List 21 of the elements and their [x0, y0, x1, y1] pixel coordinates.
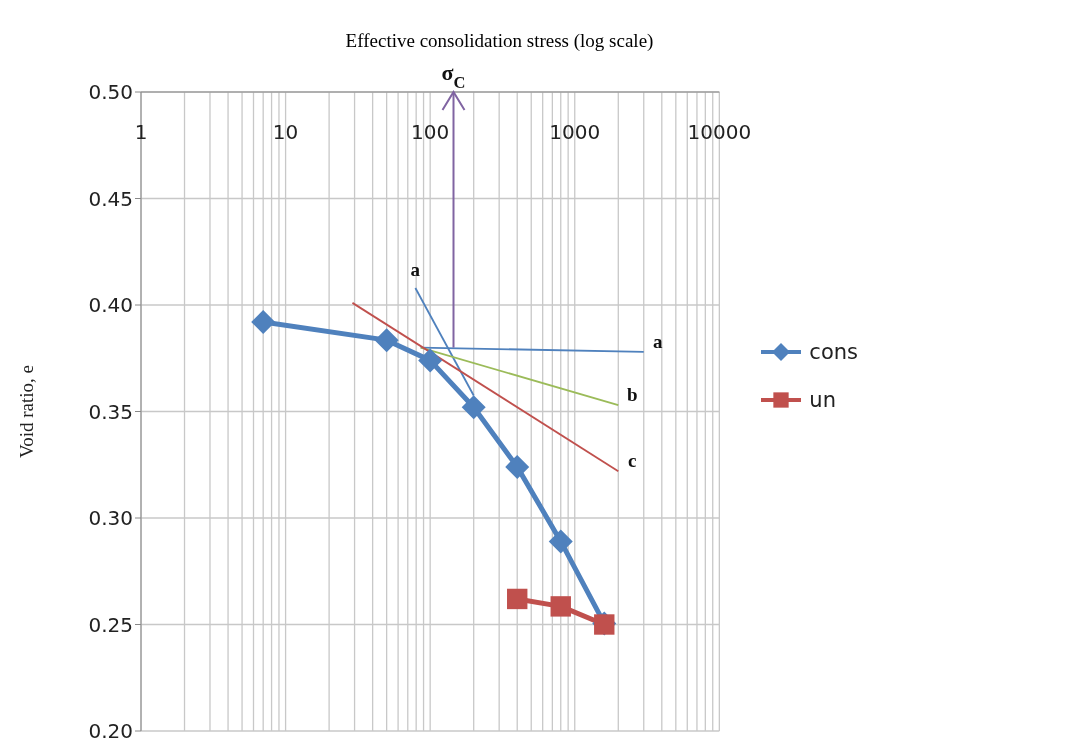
annotation: a: [410, 259, 421, 281]
legend-label: un: [809, 387, 836, 412]
legend-label: cons: [809, 339, 858, 364]
y-tick-label: 0.25: [88, 612, 133, 637]
x-tick-label: 10000: [687, 120, 752, 144]
x-axis-title: Effective consolidation stress (log scale): [344, 30, 655, 52]
annotation: σ$_{C}$: [441, 60, 466, 93]
y-tick-label: 0.20: [88, 719, 133, 744]
annotation: c: [628, 450, 637, 472]
x-tick-label: 10: [272, 120, 299, 144]
x-tick-label: 1000: [549, 120, 601, 144]
annotation: a: [652, 331, 663, 353]
y-tick-label: 0.40: [88, 293, 133, 318]
y-tick-label: 0.45: [88, 186, 133, 211]
annotation: b: [626, 384, 638, 406]
y-tick-label: 0.50: [88, 80, 133, 105]
y-tick-label: 0.30: [88, 506, 133, 531]
x-tick-label: 100: [411, 120, 450, 144]
x-tick-label: 1: [134, 120, 148, 144]
y-tick-label: 0.35: [88, 399, 133, 424]
y-axis-title: Void ratio, e: [15, 364, 37, 459]
